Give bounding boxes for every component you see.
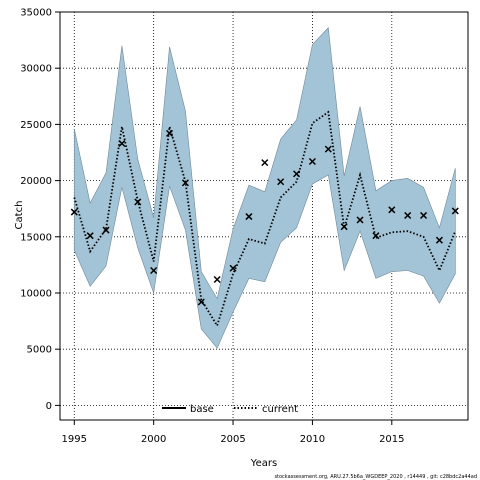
y-tick-label: 25000: [20, 120, 52, 131]
y-tick-label: 20000: [20, 176, 52, 187]
observed-point: [213, 275, 221, 284]
observed-point: [324, 145, 332, 153]
y-tick-label: 30000: [20, 64, 52, 75]
observed-point: [86, 232, 94, 240]
legend-current-label: current: [262, 404, 298, 415]
legend: base current: [162, 404, 298, 415]
observed-point: [118, 139, 126, 148]
observed-point: [277, 178, 285, 186]
observed-point: [404, 211, 412, 219]
x-tick-label: 2005: [220, 434, 245, 445]
y-tick-label: 15000: [20, 232, 52, 243]
x-tick-label: 1995: [62, 434, 87, 445]
x-axis-ticks: 1995 2000 2005 2010 2015: [62, 420, 405, 445]
y-tick-label: 5000: [27, 345, 52, 356]
x-axis-title: Years: [250, 458, 277, 469]
observed-point: [293, 170, 301, 178]
observed-point: [229, 264, 237, 272]
observed-point: [356, 216, 364, 224]
observed-point: [166, 129, 174, 137]
current-series-line: [73, 110, 457, 328]
observed-point: [372, 232, 380, 240]
y-axis-title: Catch: [14, 201, 25, 230]
y-tick-label: 35000: [20, 8, 52, 19]
y-axis-ticks: 0 5000 10000 15000 20000 25000 30000 35000: [20, 8, 60, 412]
observed-point: [420, 211, 428, 219]
x-tick-label: 2010: [300, 434, 325, 445]
observed-point: [388, 206, 396, 214]
y-tick-label: 10000: [20, 288, 52, 299]
footer-source-text: stockassessment.org, ARU.27.5b6a_WGDEEP_…: [274, 474, 477, 480]
y-tick-label: 0: [46, 401, 52, 412]
observed-point: [134, 198, 142, 206]
observed-point: [340, 223, 348, 231]
plot-frame: [59, 11, 469, 421]
x-tick-label: 2000: [141, 434, 166, 445]
observed-point: [308, 157, 316, 166]
confidence-band: [73, 27, 456, 349]
observed-point: [245, 213, 253, 221]
confidence-band-area: [73, 27, 456, 349]
observed-point: [150, 266, 158, 275]
observed-point: [435, 236, 443, 244]
observed-point: [451, 207, 459, 215]
legend-base-label: base: [190, 404, 214, 415]
observed-point: [70, 208, 78, 216]
observed-point: [181, 179, 189, 187]
current-line: [73, 110, 457, 328]
observed-point: [197, 298, 205, 306]
x-tick-label: 2015: [379, 434, 404, 445]
observed-points: [70, 129, 459, 306]
observed-point: [261, 159, 269, 167]
observed-point: [102, 226, 110, 234]
